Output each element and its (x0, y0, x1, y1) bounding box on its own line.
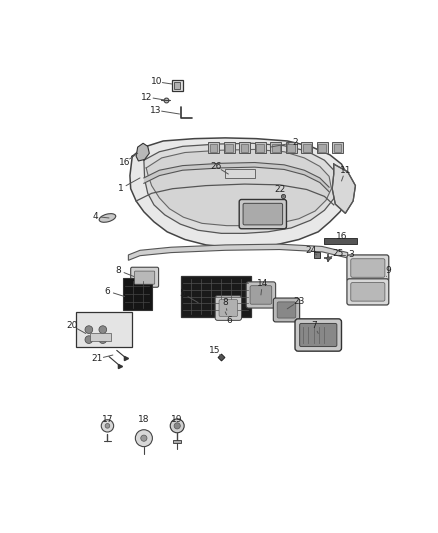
Polygon shape (130, 138, 351, 247)
Text: 8: 8 (116, 266, 121, 275)
Text: 5: 5 (180, 289, 186, 298)
Polygon shape (128, 244, 348, 260)
Text: 12: 12 (141, 93, 153, 102)
FancyBboxPatch shape (347, 279, 389, 305)
Bar (318, 144, 326, 152)
Text: 2: 2 (292, 138, 298, 147)
Bar (287, 144, 295, 152)
Text: 18: 18 (138, 415, 150, 424)
Circle shape (141, 435, 147, 441)
Circle shape (99, 326, 107, 334)
Bar (90, 334, 110, 341)
FancyBboxPatch shape (215, 296, 241, 320)
Bar (256, 144, 264, 152)
Text: 17: 17 (102, 415, 113, 424)
FancyBboxPatch shape (250, 286, 272, 304)
Circle shape (105, 424, 110, 428)
Bar (181, 277, 251, 317)
Text: 22: 22 (274, 185, 285, 194)
Text: 11: 11 (339, 166, 351, 175)
FancyBboxPatch shape (134, 271, 155, 284)
Text: 21: 21 (92, 354, 103, 364)
Ellipse shape (99, 214, 116, 222)
FancyBboxPatch shape (246, 282, 276, 308)
Text: 20: 20 (66, 321, 78, 330)
Bar (325, 238, 357, 244)
Text: 1: 1 (118, 184, 124, 193)
Bar (123, 278, 152, 310)
Text: 13: 13 (150, 106, 161, 115)
FancyBboxPatch shape (219, 300, 238, 317)
Bar (174, 83, 180, 88)
Text: 6: 6 (105, 287, 110, 296)
Text: 16: 16 (336, 232, 347, 241)
Bar (334, 144, 342, 152)
Text: 9: 9 (385, 266, 391, 275)
Bar (224, 142, 235, 154)
Circle shape (85, 336, 93, 343)
Bar (272, 144, 279, 152)
Text: 10: 10 (151, 77, 162, 86)
Circle shape (170, 419, 184, 433)
Text: 7: 7 (311, 321, 317, 330)
FancyBboxPatch shape (239, 199, 286, 229)
Circle shape (135, 430, 152, 447)
Polygon shape (144, 143, 339, 233)
Circle shape (99, 336, 107, 343)
Text: 16: 16 (119, 158, 130, 167)
Bar (255, 142, 265, 154)
FancyBboxPatch shape (347, 255, 389, 281)
Bar (208, 142, 219, 154)
Bar (210, 144, 218, 152)
Text: 23: 23 (293, 297, 304, 305)
Text: 14: 14 (257, 279, 268, 288)
Polygon shape (332, 164, 356, 213)
FancyBboxPatch shape (295, 319, 342, 351)
FancyBboxPatch shape (243, 203, 283, 225)
Polygon shape (144, 163, 329, 192)
Text: 19: 19 (171, 415, 183, 424)
Bar (301, 142, 312, 154)
Circle shape (174, 423, 180, 429)
FancyBboxPatch shape (131, 267, 159, 287)
Bar (172, 80, 183, 91)
Bar (225, 144, 233, 152)
FancyBboxPatch shape (273, 298, 300, 322)
FancyBboxPatch shape (351, 259, 385, 277)
Bar (317, 142, 328, 154)
Text: 8: 8 (223, 298, 228, 307)
Bar (241, 144, 248, 152)
Text: 4: 4 (92, 212, 98, 221)
Text: 24: 24 (305, 246, 316, 255)
Bar (77, 312, 132, 348)
Text: 25: 25 (332, 249, 343, 258)
Text: 3: 3 (348, 251, 353, 260)
Polygon shape (146, 149, 332, 225)
Text: 15: 15 (209, 346, 221, 355)
FancyBboxPatch shape (300, 324, 337, 346)
Bar (270, 142, 281, 154)
Bar (332, 142, 343, 154)
Circle shape (101, 419, 113, 432)
Bar (303, 144, 311, 152)
Bar (173, 440, 181, 443)
FancyBboxPatch shape (277, 302, 296, 318)
Circle shape (85, 326, 93, 334)
FancyBboxPatch shape (351, 282, 385, 301)
Text: 26: 26 (210, 162, 222, 171)
Bar (239, 142, 250, 154)
Text: 6: 6 (226, 316, 232, 325)
Bar (286, 142, 297, 154)
Bar (225, 169, 255, 178)
Polygon shape (136, 143, 149, 161)
